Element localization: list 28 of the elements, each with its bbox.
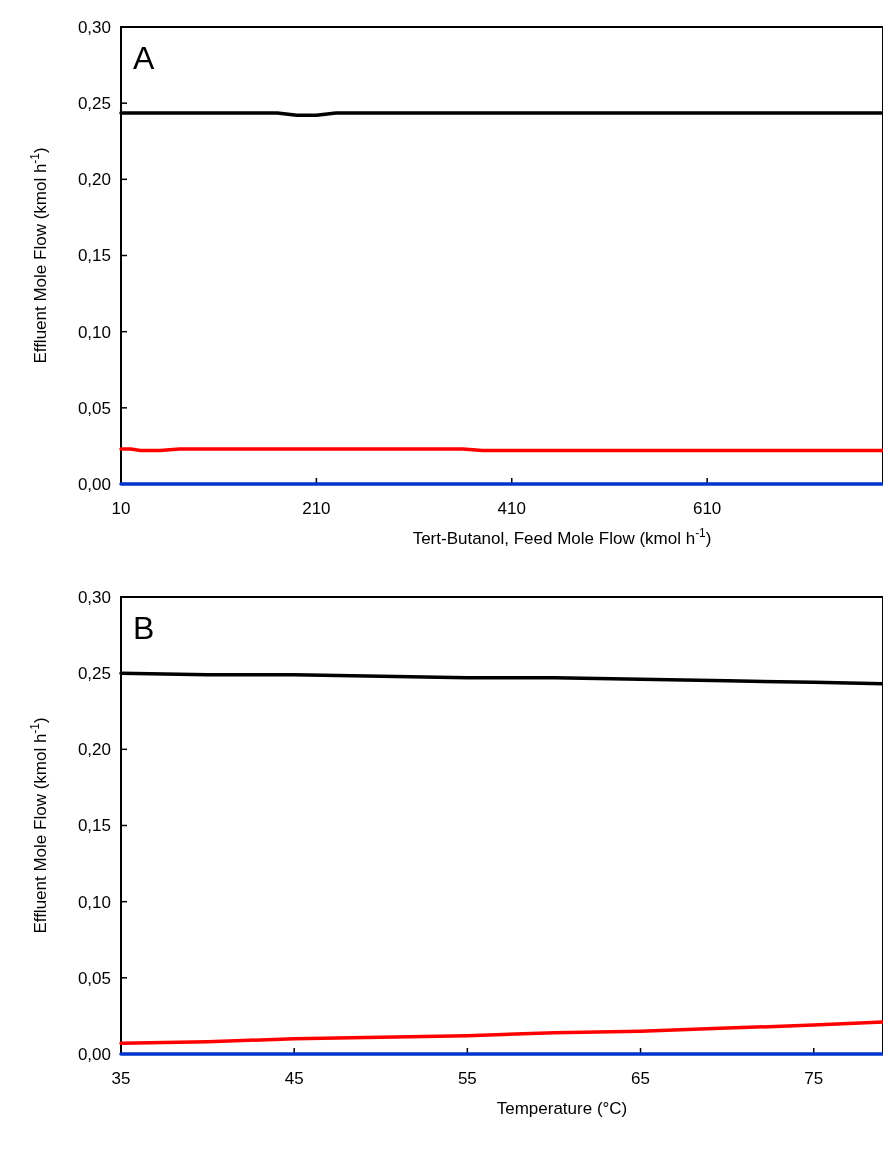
- x-tick-label: 410: [497, 499, 526, 518]
- y-tick-label: 0,30: [77, 587, 111, 607]
- x-tick-label: 610: [692, 499, 722, 518]
- x-tick-label: 75: [804, 1069, 824, 1088]
- y-tick-label: 0,00: [77, 474, 111, 494]
- annotation: B: [133, 610, 155, 646]
- x-tick-label: 10: [111, 499, 131, 518]
- y-tick-label: 0,15: [77, 246, 111, 266]
- y-tick-label: 0,05: [77, 398, 111, 418]
- x-tick-label: 35: [111, 1069, 131, 1088]
- y-tick-label: 0,00: [77, 1044, 111, 1064]
- x-axis-title: Tert-Butanol, Feed Mole Flow (kmol h$^{-1}$): [412, 526, 712, 548]
- y-tick-label: 0,25: [77, 94, 111, 114]
- line-series: [119, 1020, 883, 1046]
- y-tick-label: 0,10: [77, 322, 111, 342]
- x-tick-label: 45: [284, 1069, 304, 1088]
- y-tick-label: 0,30: [77, 17, 111, 37]
- annotation: A: [133, 40, 155, 76]
- y-tick-label: 0,15: [77, 816, 111, 836]
- y-tick-label: 0,20: [77, 170, 111, 190]
- x-axis-title: Temperature (°C): [496, 1099, 628, 1118]
- y-tick-label: 0,20: [77, 740, 111, 760]
- y-tick-label: 0,05: [77, 968, 111, 988]
- y-tick-label: 0,25: [77, 664, 111, 684]
- x-tick-label: 55: [457, 1069, 477, 1088]
- y-tick-label: 0,10: [77, 892, 111, 912]
- x-tick-label: 65: [631, 1069, 651, 1088]
- x-tick-label: 210: [302, 499, 331, 518]
